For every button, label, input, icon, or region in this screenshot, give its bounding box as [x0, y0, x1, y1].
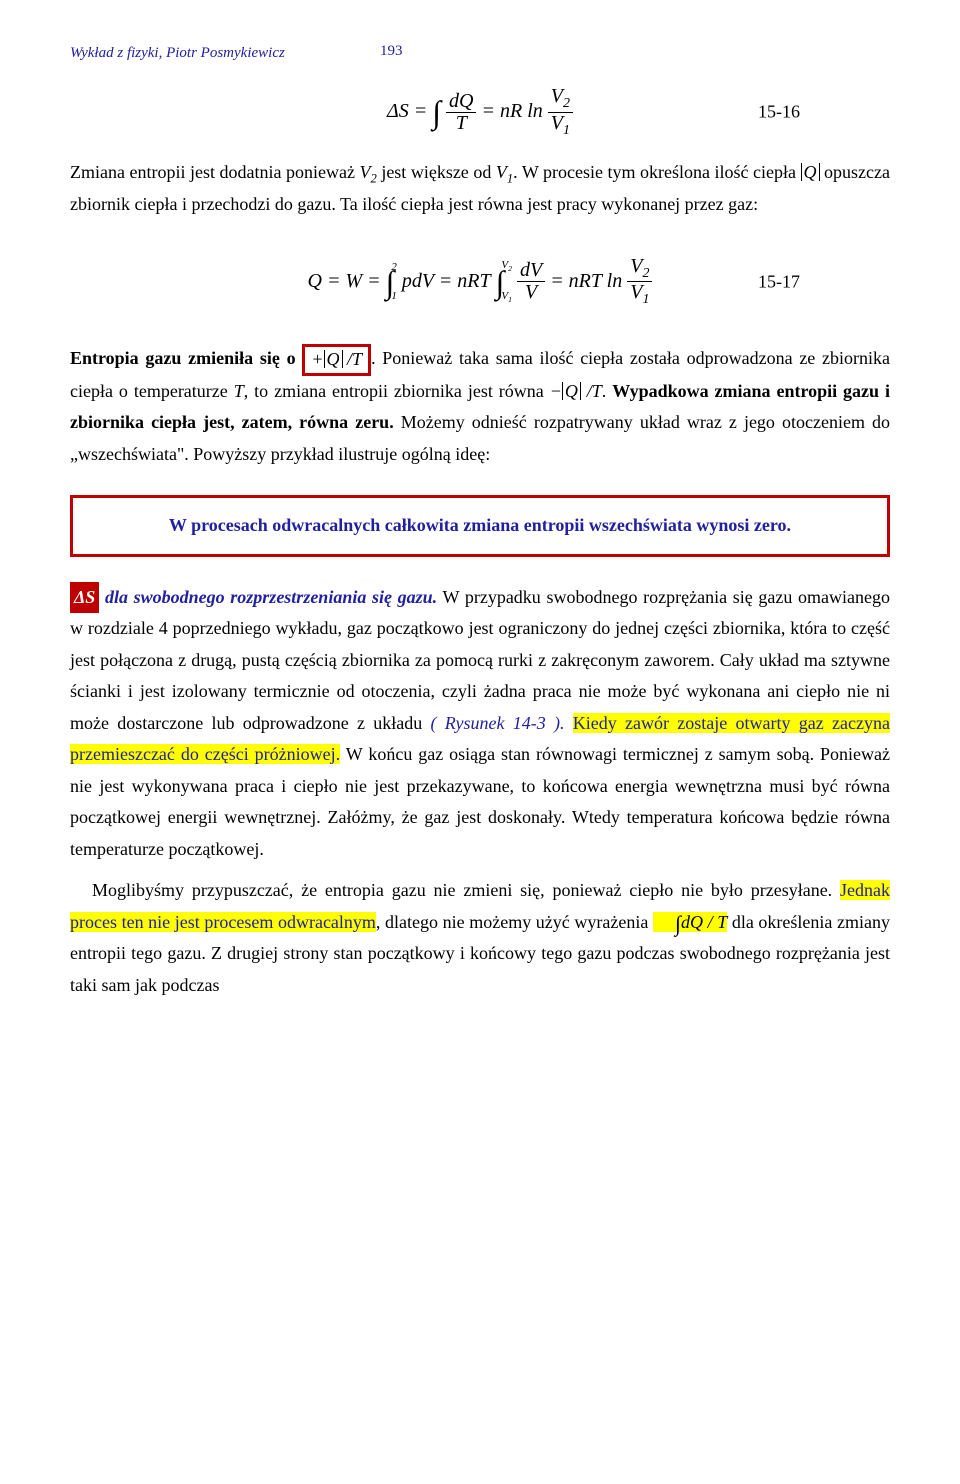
- header: Wykład z fizyki, Piotr Posmykiewicz 193: [70, 40, 890, 66]
- p4-expr: dQ / T: [681, 912, 727, 932]
- s: 1: [508, 295, 512, 304]
- p1-absQ: Q: [801, 163, 820, 181]
- header-text: Wykład z fizyki, Piotr Posmykiewicz: [70, 45, 285, 61]
- p1-t2: jest większe od: [377, 162, 496, 182]
- p3-ref: ( Rysunek 14-3 ).: [431, 713, 573, 733]
- para-3: ΔS dla swobodnego rozprzestrzeniania się…: [70, 582, 890, 866]
- p4-t3: , dlatego nie możemy użyć wyrażenia: [376, 912, 653, 932]
- eq2-frac: dV V: [517, 260, 545, 303]
- v: V: [551, 85, 563, 107]
- boxed-text: W procesach odwracalnych całkowita zmian…: [169, 515, 791, 535]
- v: V: [496, 162, 507, 182]
- para-4: Moglibyśmy przypuszczać, że entropia gaz…: [70, 875, 890, 1001]
- eq2-f2num: V2: [627, 256, 652, 283]
- eq2-number: 15-17: [758, 266, 800, 298]
- eq1-mid: = nR ln: [481, 100, 547, 122]
- p1-v1: V1: [496, 162, 513, 182]
- eq1-lhs: ΔS =: [387, 100, 427, 122]
- eq2-fden: V: [517, 282, 545, 303]
- eq2-lhs: Q = W =: [308, 270, 381, 292]
- eq2-f2den: V1: [627, 282, 652, 308]
- p2-T: T: [234, 381, 244, 401]
- s: 2: [642, 266, 649, 281]
- p2-minus: −Q /T: [550, 381, 602, 401]
- p3-ds: ΔS: [70, 582, 99, 614]
- p2-t4: .: [602, 381, 612, 401]
- eq2-rhs: = nRT ln: [550, 270, 622, 292]
- eq1-den: T: [446, 113, 476, 134]
- eq1-den2: V1: [548, 113, 573, 139]
- v: V: [551, 112, 563, 134]
- s: 2: [563, 96, 570, 111]
- s: 2: [508, 264, 512, 273]
- v: V: [360, 162, 371, 182]
- p4-t1: Moglibyśmy przypuszczać, że entropia gaz…: [92, 880, 840, 900]
- p1-t1: Zmiana entropii jest dodatnia ponieważ: [70, 162, 360, 182]
- p4-int: ∫dQ / T: [653, 912, 727, 932]
- eq2-fnum: dV: [517, 260, 545, 282]
- v: V: [630, 281, 642, 303]
- equation-15-16: ΔS = ∫ dQ T = nR ln V2 V1 15-16: [70, 86, 890, 138]
- p2-t1: Entropia gazu zmieniła się o: [70, 348, 302, 368]
- integral-icon: ∫: [653, 916, 681, 931]
- redbox-qt: +Q /T: [302, 344, 371, 375]
- para-2: Entropia gazu zmieniła się o +Q /T. Poni…: [70, 343, 890, 470]
- page-number: 193: [380, 38, 403, 64]
- p3-t1: W przypadku swobodnego rozprężania się g…: [70, 587, 890, 733]
- eq2-mid1: pdV = nRT: [402, 270, 491, 292]
- p2-t3: , to zmiana entropii zbiornika jest równ…: [244, 381, 550, 401]
- p1-v2: V2: [360, 162, 377, 182]
- p3-title: dla swobodnego rozprzestrzeniania się ga…: [99, 587, 437, 607]
- integral-icon: ∫: [386, 271, 395, 293]
- s: 1: [642, 292, 649, 307]
- eq1-frac2: V2 V1: [548, 86, 573, 138]
- integral-icon: ∫: [496, 271, 505, 293]
- eq1-frac1: dQ T: [446, 91, 476, 134]
- integral-icon: ∫: [432, 101, 441, 123]
- v: V: [630, 255, 642, 277]
- equation-15-17: Q = W = ∫21 pdV = nRT ∫V2V1 dV V = nRT l…: [70, 256, 890, 308]
- s: 1: [563, 123, 570, 138]
- para-1: Zmiana entropii jest dodatnia ponieważ V…: [70, 157, 890, 221]
- eq1-num2: V2: [548, 86, 573, 113]
- eq1-number: 15-16: [758, 97, 800, 129]
- eq2-frac2: V2 V1: [627, 256, 652, 308]
- eq1-num: dQ: [446, 91, 476, 113]
- theorem-box: W procesach odwracalnych całkowita zmian…: [70, 495, 890, 557]
- p1-t3: . W procesie tym określona ilość ciepła: [513, 162, 800, 182]
